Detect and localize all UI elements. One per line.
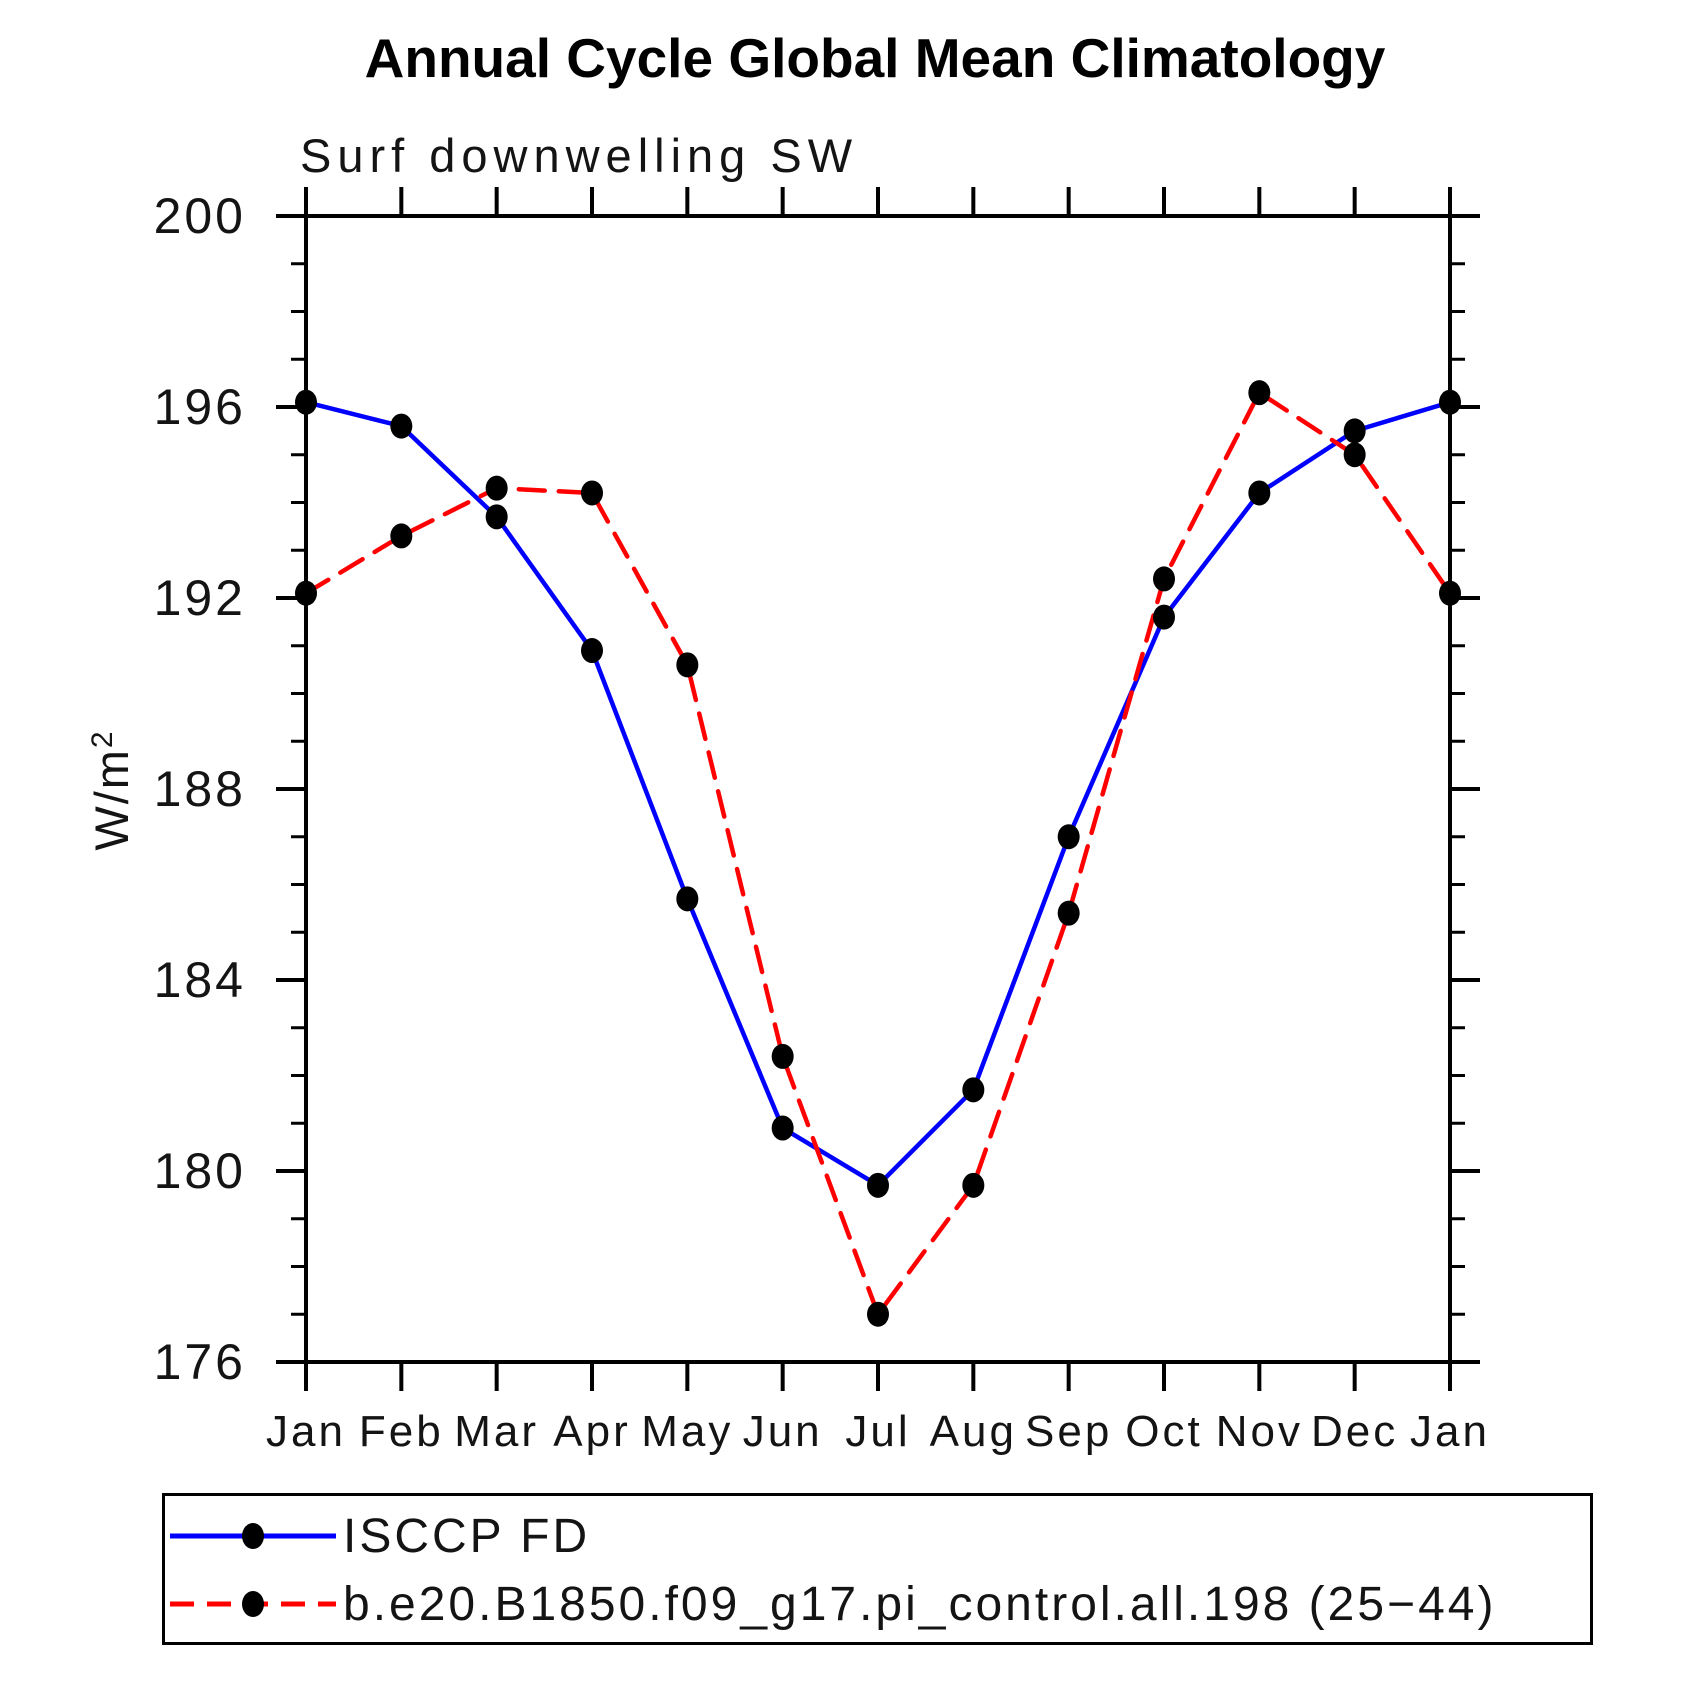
x-tick-label: Nov (1216, 1407, 1303, 1456)
y-tick-label: 196 (154, 379, 246, 435)
legend-entry-model-run: b.e20.B1850.f09_g17.pi_control.all.198 (… (168, 1578, 1496, 1631)
x-tick-label: Feb (359, 1407, 444, 1456)
x-tick-label: Dec (1311, 1407, 1398, 1456)
legend-line-sample-solid (170, 1523, 336, 1549)
x-tick-label: May (641, 1407, 733, 1456)
x-tick-label: Oct (1125, 1407, 1202, 1456)
data-point-series-0 (867, 1172, 889, 1198)
y-tick-label: 192 (154, 570, 246, 626)
data-point-series-0 (962, 1077, 985, 1103)
legend-label: ISCCP FD (343, 1509, 591, 1563)
data-point-series-0 (581, 638, 603, 664)
data-point-series-0 (390, 413, 413, 439)
y-tick-label: 188 (154, 761, 246, 817)
data-point-series-1 (295, 580, 317, 606)
legend-line-sample-dashed (170, 1591, 336, 1617)
data-point-series-0 (676, 886, 699, 912)
data-point-series-0 (771, 1115, 794, 1141)
data-point-series-1 (1153, 566, 1175, 592)
data-point-series-0 (485, 504, 508, 530)
y-tick-label: 184 (154, 952, 246, 1008)
data-point-series-1 (485, 475, 508, 501)
legend-box: ISCCP FD b.e20.B1850.f09_g17.pi_control.… (162, 1493, 1593, 1645)
data-point-series-0 (295, 389, 317, 415)
data-point-series-0 (1057, 824, 1080, 850)
data-point-series-0 (1248, 480, 1271, 506)
x-tick-label: Mar (454, 1407, 539, 1456)
y-tick-label: 180 (154, 1143, 246, 1199)
data-point-series-1 (771, 1043, 794, 1069)
legend-sample-marker (242, 1523, 264, 1549)
data-point-series-1 (1343, 442, 1366, 468)
x-tick-label: Jan (266, 1407, 346, 1456)
data-point-series-1 (1057, 900, 1080, 926)
legend-sample-marker (242, 1591, 264, 1617)
data-point-series-1 (962, 1172, 985, 1198)
data-point-series-1 (1439, 580, 1461, 606)
data-point-series-0 (1439, 389, 1461, 415)
series-line-0 (303, 399, 1453, 1188)
data-point-series-0 (1343, 418, 1366, 444)
data-point-series-1 (581, 480, 603, 506)
data-point-series-1 (867, 1301, 889, 1327)
chart-title: Annual Cycle Global Mean Climatology (364, 27, 1386, 89)
data-point-series-1 (1248, 380, 1271, 406)
x-tick-label: Apr (553, 1407, 630, 1456)
x-tick-label: Jun (743, 1407, 823, 1456)
legend-entry-isccp-fd: ISCCP FD (168, 1510, 590, 1563)
x-tick-label: Aug (930, 1407, 1017, 1456)
data-point-series-0 (1153, 604, 1175, 630)
legend-label: b.e20.B1850.f09_g17.pi_control.all.198 (… (343, 1577, 1497, 1631)
data-point-series-1 (676, 652, 699, 678)
y-tick-label: 176 (154, 1334, 246, 1390)
x-tick-label: Jan (1410, 1407, 1490, 1456)
x-tick-label: Jul (845, 1407, 910, 1456)
x-tick-label: Sep (1025, 1407, 1112, 1456)
y-tick-label: 200 (154, 188, 246, 244)
data-point-series-1 (390, 523, 413, 549)
chart-subtitle: Surf downwelling SW (300, 129, 859, 182)
